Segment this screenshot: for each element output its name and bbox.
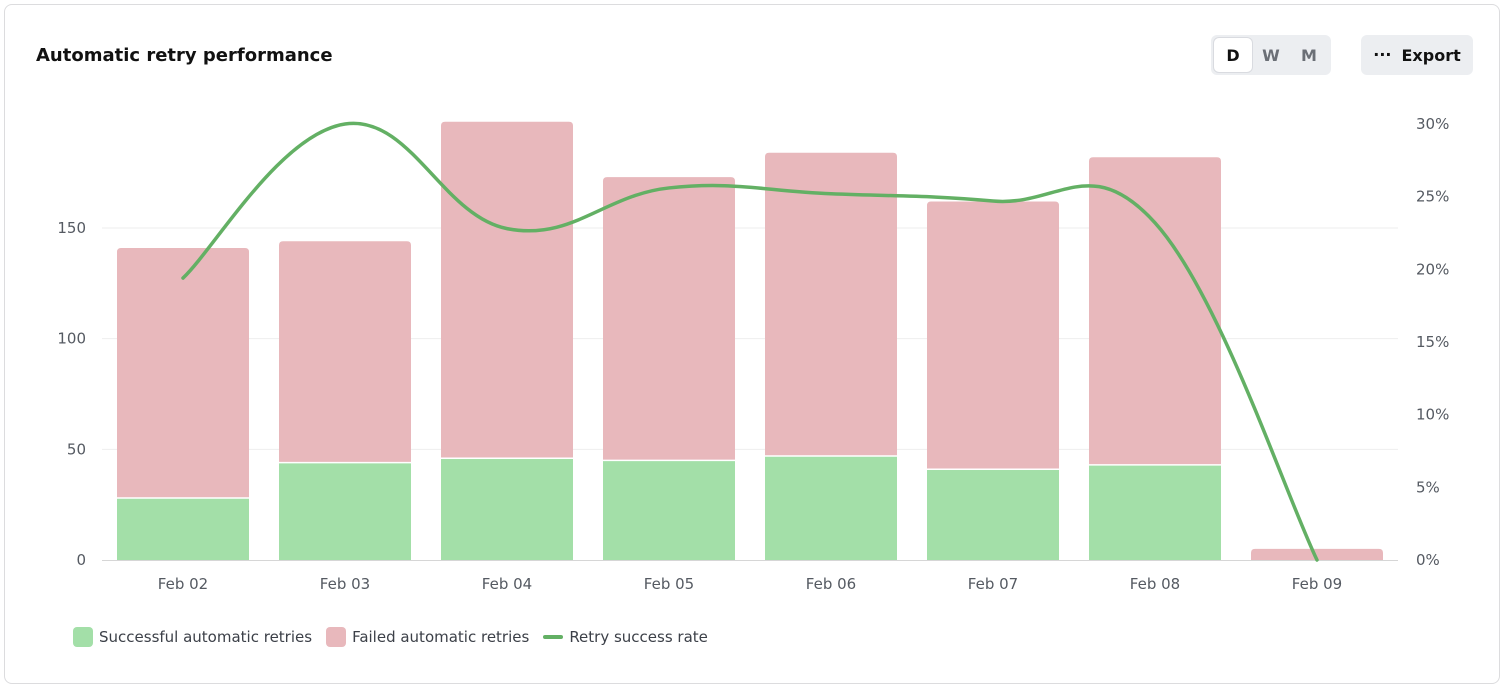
- bar-failed: [441, 121, 573, 459]
- bar-failed: [927, 201, 1059, 470]
- period-day-button[interactable]: D: [1214, 38, 1252, 72]
- chart-title: Automatic retry performance: [36, 45, 333, 66]
- bar-failed: [117, 247, 249, 499]
- x-tick-label: Feb 07: [968, 575, 1018, 593]
- y-right-tick-label: 0%: [1416, 551, 1440, 569]
- y-right-tick-label: 5%: [1416, 478, 1440, 496]
- x-tick-label: Feb 04: [482, 575, 532, 593]
- legend-swatch-rate: [543, 635, 564, 639]
- x-tick-label: Feb 03: [320, 575, 370, 593]
- legend-swatch-successful: [73, 627, 93, 647]
- export-label: Export: [1401, 45, 1461, 65]
- bar-failed: [1089, 157, 1221, 465]
- y-right-tick-label: 10%: [1416, 406, 1449, 424]
- export-button[interactable]: ··· Export: [1361, 35, 1473, 75]
- x-tick-label: Feb 08: [1130, 575, 1180, 593]
- bar-successful: [1089, 464, 1221, 560]
- legend-item-rate[interactable]: Retry success rate: [543, 628, 708, 646]
- y-right-tick-label: 20%: [1416, 260, 1449, 278]
- legend-label-failed: Failed automatic retries: [352, 628, 530, 646]
- y-right-tick-label: 15%: [1416, 333, 1449, 351]
- bar-successful: [441, 458, 573, 560]
- period-month-button[interactable]: M: [1301, 45, 1317, 65]
- legend-swatch-failed: [326, 627, 347, 647]
- bar-successful: [765, 455, 897, 560]
- period-week-button[interactable]: W: [1262, 45, 1280, 65]
- y-left-tick-label: 50: [67, 440, 86, 458]
- y-left-tick-label: 0: [76, 551, 86, 569]
- legend-label-successful: Successful automatic retries: [99, 628, 313, 646]
- bar-successful: [279, 462, 411, 560]
- bar-successful: [117, 498, 249, 560]
- y-right-tick-label: 25%: [1416, 188, 1449, 206]
- y-left-tick-label: 100: [57, 330, 86, 348]
- bar-failed: [765, 152, 897, 456]
- bar-successful: [927, 469, 1059, 560]
- y-right-tick-label: 30%: [1416, 115, 1449, 133]
- y-left-tick-label: 150: [57, 219, 86, 237]
- period-toggle: D W M: [1211, 35, 1331, 75]
- x-tick-label: Feb 06: [806, 575, 856, 593]
- legend-item-successful[interactable]: Successful automatic retries: [73, 627, 312, 647]
- x-tick-label: Feb 05: [644, 575, 694, 593]
- x-tick-label: Feb 09: [1292, 575, 1342, 593]
- chart-card: Automatic retry performance D W M ··· Ex…: [4, 4, 1500, 684]
- bar-failed: [603, 177, 735, 461]
- rate-line: [181, 121, 1319, 562]
- bar-failed: [279, 241, 411, 463]
- legend-item-failed[interactable]: Failed automatic retries: [326, 627, 529, 647]
- more-dots-icon: ···: [1373, 45, 1392, 64]
- x-tick-label: Feb 02: [158, 575, 208, 593]
- bar-failed: [1251, 548, 1383, 560]
- bar-successful: [603, 460, 735, 560]
- chart-legend: Successful automatic retries Failed auto…: [73, 627, 708, 647]
- legend-label-rate: Retry success rate: [569, 628, 708, 646]
